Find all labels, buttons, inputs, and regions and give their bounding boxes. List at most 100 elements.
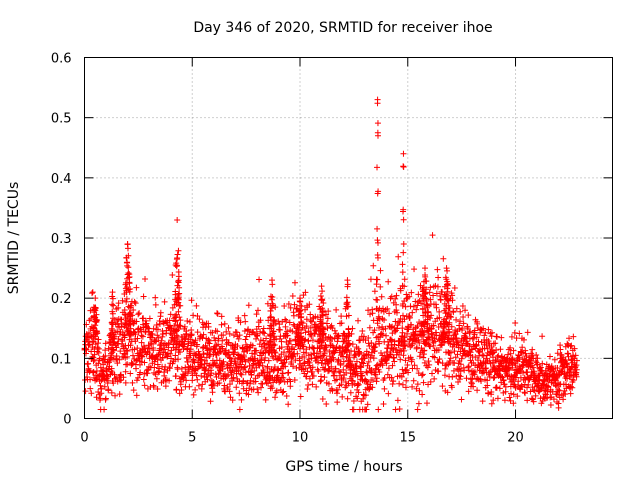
data-point	[353, 365, 360, 372]
data-point	[393, 309, 400, 316]
data-point	[421, 347, 428, 354]
data-point	[192, 386, 199, 393]
data-point	[247, 377, 254, 384]
data-point	[307, 311, 314, 318]
data-point	[86, 367, 93, 374]
data-point	[520, 336, 527, 343]
data-point	[110, 380, 117, 387]
data-point	[396, 380, 403, 387]
data-point	[126, 279, 133, 286]
data-point	[436, 332, 443, 339]
data-point	[323, 344, 330, 351]
data-point	[494, 395, 501, 402]
data-point	[287, 304, 294, 311]
data-point	[258, 356, 265, 363]
data-point	[282, 316, 289, 323]
data-point	[221, 320, 228, 327]
data-point	[416, 387, 423, 394]
data-point	[471, 327, 478, 334]
data-point	[467, 328, 474, 335]
data-point	[245, 391, 252, 398]
data-point	[127, 342, 134, 349]
data-point	[156, 320, 163, 327]
data-point	[414, 381, 421, 388]
data-point	[194, 313, 201, 320]
data-point	[462, 330, 469, 337]
data-point	[317, 318, 324, 325]
data-point	[109, 301, 116, 308]
data-point	[399, 301, 406, 308]
data-point	[342, 378, 349, 385]
data-point	[513, 335, 520, 342]
data-point	[263, 335, 270, 342]
data-point	[410, 377, 417, 384]
data-point	[335, 357, 342, 364]
data-point	[346, 340, 353, 347]
data-point	[233, 329, 240, 336]
data-point	[345, 380, 352, 387]
data-point	[300, 366, 307, 373]
data-point	[484, 377, 491, 384]
data-point	[173, 256, 180, 263]
data-point	[329, 387, 336, 394]
data-point	[128, 359, 135, 366]
data-point	[534, 382, 541, 389]
data-point	[492, 356, 499, 363]
data-point	[331, 335, 338, 342]
data-point	[321, 374, 328, 381]
data-point	[397, 356, 404, 363]
data-point	[216, 379, 223, 386]
data-point	[381, 352, 388, 359]
data-point	[453, 305, 460, 312]
data-point	[178, 365, 185, 372]
data-point	[547, 353, 554, 360]
data-point	[302, 329, 309, 336]
data-point	[218, 321, 225, 328]
data-point	[545, 383, 552, 390]
data-point	[413, 306, 420, 313]
data-point	[356, 349, 363, 356]
data-point	[268, 277, 275, 284]
data-point	[432, 301, 439, 308]
data-point	[186, 318, 193, 325]
data-point	[307, 317, 314, 324]
data-point	[427, 378, 434, 385]
data-point	[441, 372, 448, 379]
data-point	[399, 312, 406, 319]
data-point	[343, 334, 350, 341]
data-point	[448, 323, 455, 330]
data-point	[102, 395, 109, 402]
data-point	[320, 300, 327, 307]
data-point	[229, 377, 236, 384]
data-point	[264, 363, 271, 370]
data-point	[122, 379, 129, 386]
data-point	[236, 332, 243, 339]
data-point	[318, 377, 325, 384]
data-point	[277, 326, 284, 333]
data-point	[385, 278, 392, 285]
data-point	[126, 288, 133, 295]
data-point	[226, 354, 233, 361]
data-point	[441, 316, 448, 323]
data-point	[461, 347, 468, 354]
data-point	[166, 322, 173, 329]
data-point	[169, 304, 176, 311]
data-point	[443, 276, 450, 283]
data-point	[334, 386, 341, 393]
data-point	[557, 346, 564, 353]
data-point	[467, 357, 474, 364]
data-point	[127, 332, 134, 339]
data-point	[448, 384, 455, 391]
data-point	[253, 335, 260, 342]
data-point	[570, 377, 577, 384]
data-point	[141, 382, 148, 389]
data-point	[555, 404, 562, 411]
data-point	[389, 362, 396, 369]
data-point	[375, 188, 382, 195]
data-point	[408, 322, 415, 329]
data-point	[281, 349, 288, 356]
data-point	[304, 385, 311, 392]
data-point	[462, 307, 469, 314]
data-point	[200, 331, 207, 338]
data-point	[215, 341, 222, 348]
